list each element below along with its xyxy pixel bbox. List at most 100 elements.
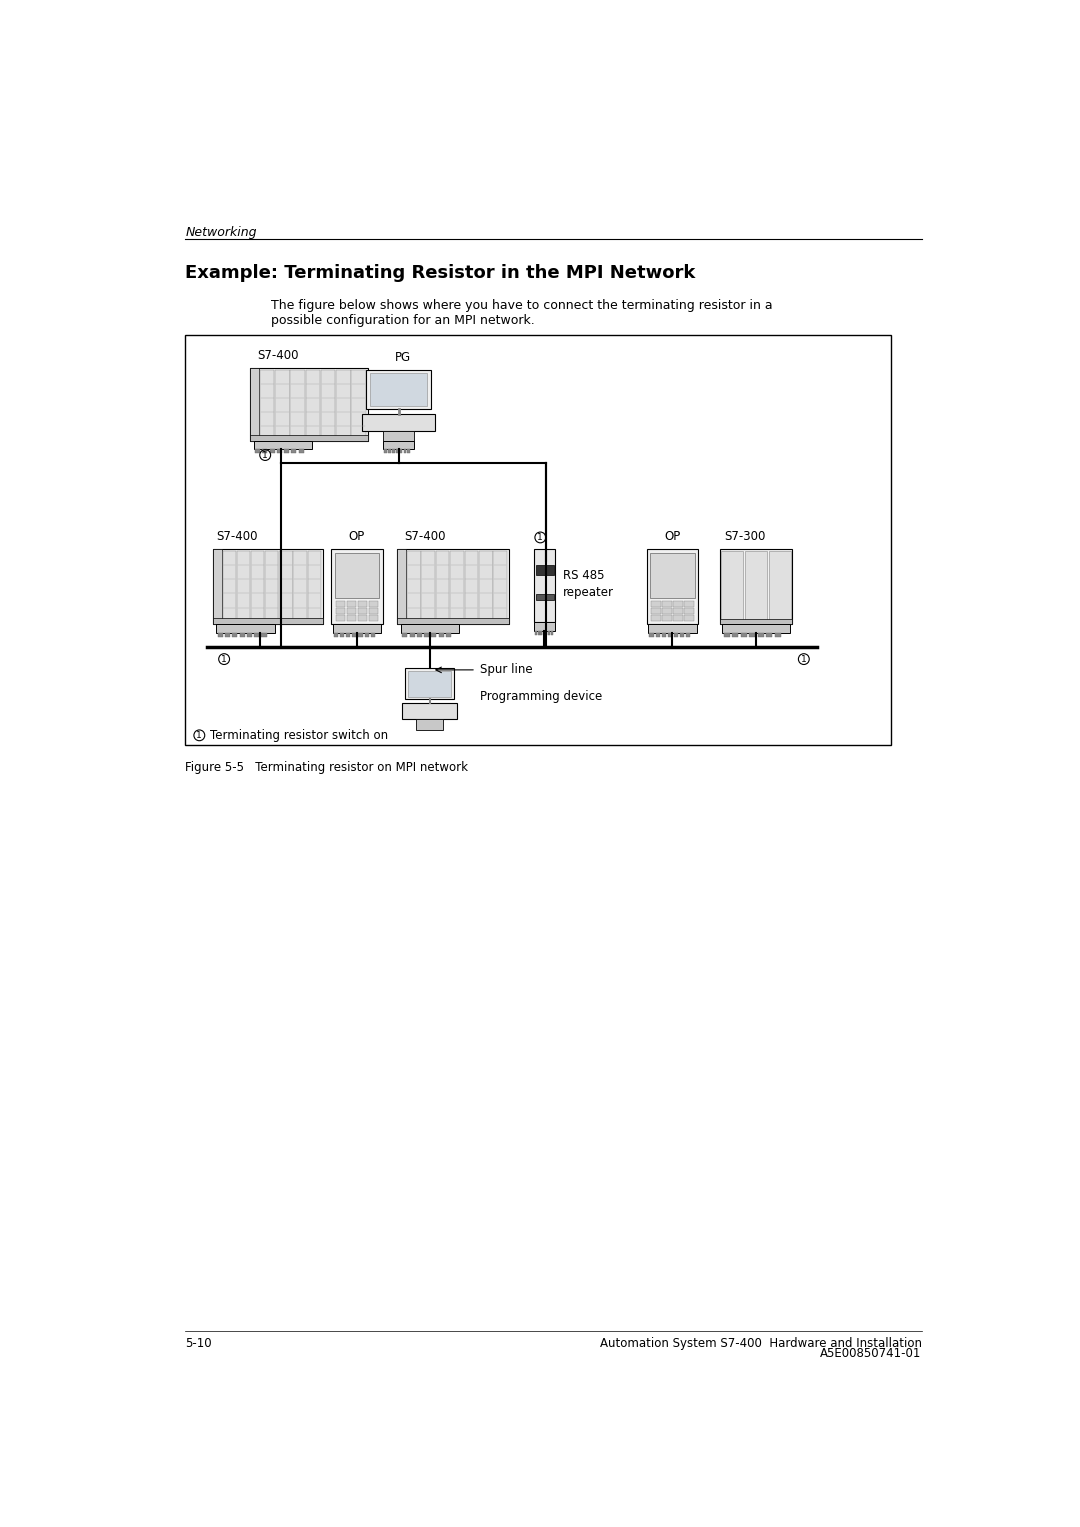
Bar (446, 632, 451, 637)
Bar (251, 551, 265, 621)
Bar (369, 602, 378, 608)
Bar (662, 632, 666, 637)
Bar (685, 602, 693, 608)
Text: A5E00850741-01: A5E00850741-01 (820, 1347, 921, 1361)
Bar (254, 632, 259, 637)
Bar (407, 449, 410, 452)
Text: 1: 1 (801, 655, 807, 664)
Bar (424, 632, 429, 637)
Bar (674, 632, 678, 637)
Bar (721, 551, 743, 621)
Bar (741, 632, 747, 637)
Bar (535, 550, 555, 621)
Bar (648, 623, 697, 632)
Bar (357, 615, 367, 620)
Bar (720, 550, 793, 623)
Bar (262, 449, 268, 452)
Bar (649, 632, 653, 637)
Bar (306, 370, 320, 440)
Bar (359, 632, 363, 637)
Bar (724, 632, 730, 637)
Bar (421, 551, 435, 621)
Bar (656, 632, 660, 637)
Bar (284, 449, 289, 452)
Bar (538, 631, 540, 635)
Text: 1: 1 (221, 655, 227, 664)
Bar (549, 631, 550, 635)
Bar (673, 602, 683, 608)
Bar (362, 414, 435, 431)
Text: Terminating resistor switch on: Terminating resistor switch on (211, 728, 389, 742)
Bar (335, 553, 379, 597)
Bar (388, 449, 391, 452)
Bar (383, 431, 414, 441)
Bar (333, 623, 381, 632)
Bar (232, 632, 238, 637)
Bar (336, 608, 346, 614)
Bar (403, 632, 407, 637)
Bar (673, 615, 683, 620)
Bar (255, 449, 260, 452)
Bar (270, 449, 274, 452)
Bar (254, 441, 312, 449)
Bar (397, 550, 509, 623)
Bar (685, 615, 693, 620)
Bar (750, 632, 755, 637)
Bar (662, 615, 672, 620)
Bar (536, 631, 537, 635)
Bar (336, 615, 346, 620)
Bar (403, 702, 457, 719)
Bar (340, 632, 345, 637)
Bar (294, 551, 307, 621)
Bar (673, 608, 683, 614)
Bar (357, 608, 367, 614)
Bar (249, 368, 367, 441)
Bar (218, 632, 222, 637)
Bar (680, 632, 685, 637)
Bar (369, 608, 378, 614)
Bar (480, 551, 492, 621)
Bar (732, 632, 739, 637)
Bar (321, 370, 336, 440)
Bar (450, 551, 463, 621)
Text: possible configuration for an MPI network.: possible configuration for an MPI networ… (271, 315, 535, 327)
Bar (438, 632, 444, 637)
Bar (400, 449, 403, 452)
Bar (651, 615, 661, 620)
Bar (347, 608, 356, 614)
Text: RS 485
repeater: RS 485 repeater (563, 568, 613, 599)
Bar (397, 617, 509, 623)
Bar (404, 449, 406, 452)
Bar (216, 623, 274, 632)
Bar (662, 608, 672, 614)
Text: Programming device: Programming device (480, 690, 603, 704)
Bar (261, 632, 267, 637)
Bar (774, 632, 781, 637)
Bar (745, 551, 768, 621)
Bar (265, 551, 279, 621)
Bar (397, 550, 406, 623)
Bar (551, 631, 553, 635)
Text: OP: OP (349, 530, 365, 542)
Text: Networking: Networking (186, 226, 257, 238)
Bar (650, 553, 694, 597)
Bar (686, 632, 690, 637)
Bar (370, 632, 375, 637)
Bar (685, 608, 693, 614)
Bar (723, 623, 789, 632)
Bar (369, 374, 428, 406)
Bar (365, 632, 368, 637)
Bar (416, 719, 444, 730)
Bar (758, 632, 764, 637)
Bar (384, 449, 387, 452)
Bar (366, 371, 431, 409)
Text: The figure below shows where you have to connect the terminating resistor in a: The figure below shows where you have to… (271, 299, 772, 312)
Bar (536, 594, 554, 600)
Text: Example: Terminating Resistor in the MPI Network: Example: Terminating Resistor in the MPI… (186, 264, 696, 282)
Bar (464, 551, 478, 621)
Bar (647, 550, 699, 623)
Bar (347, 602, 356, 608)
Bar (540, 631, 542, 635)
Text: 1: 1 (538, 533, 543, 542)
Bar (280, 551, 293, 621)
